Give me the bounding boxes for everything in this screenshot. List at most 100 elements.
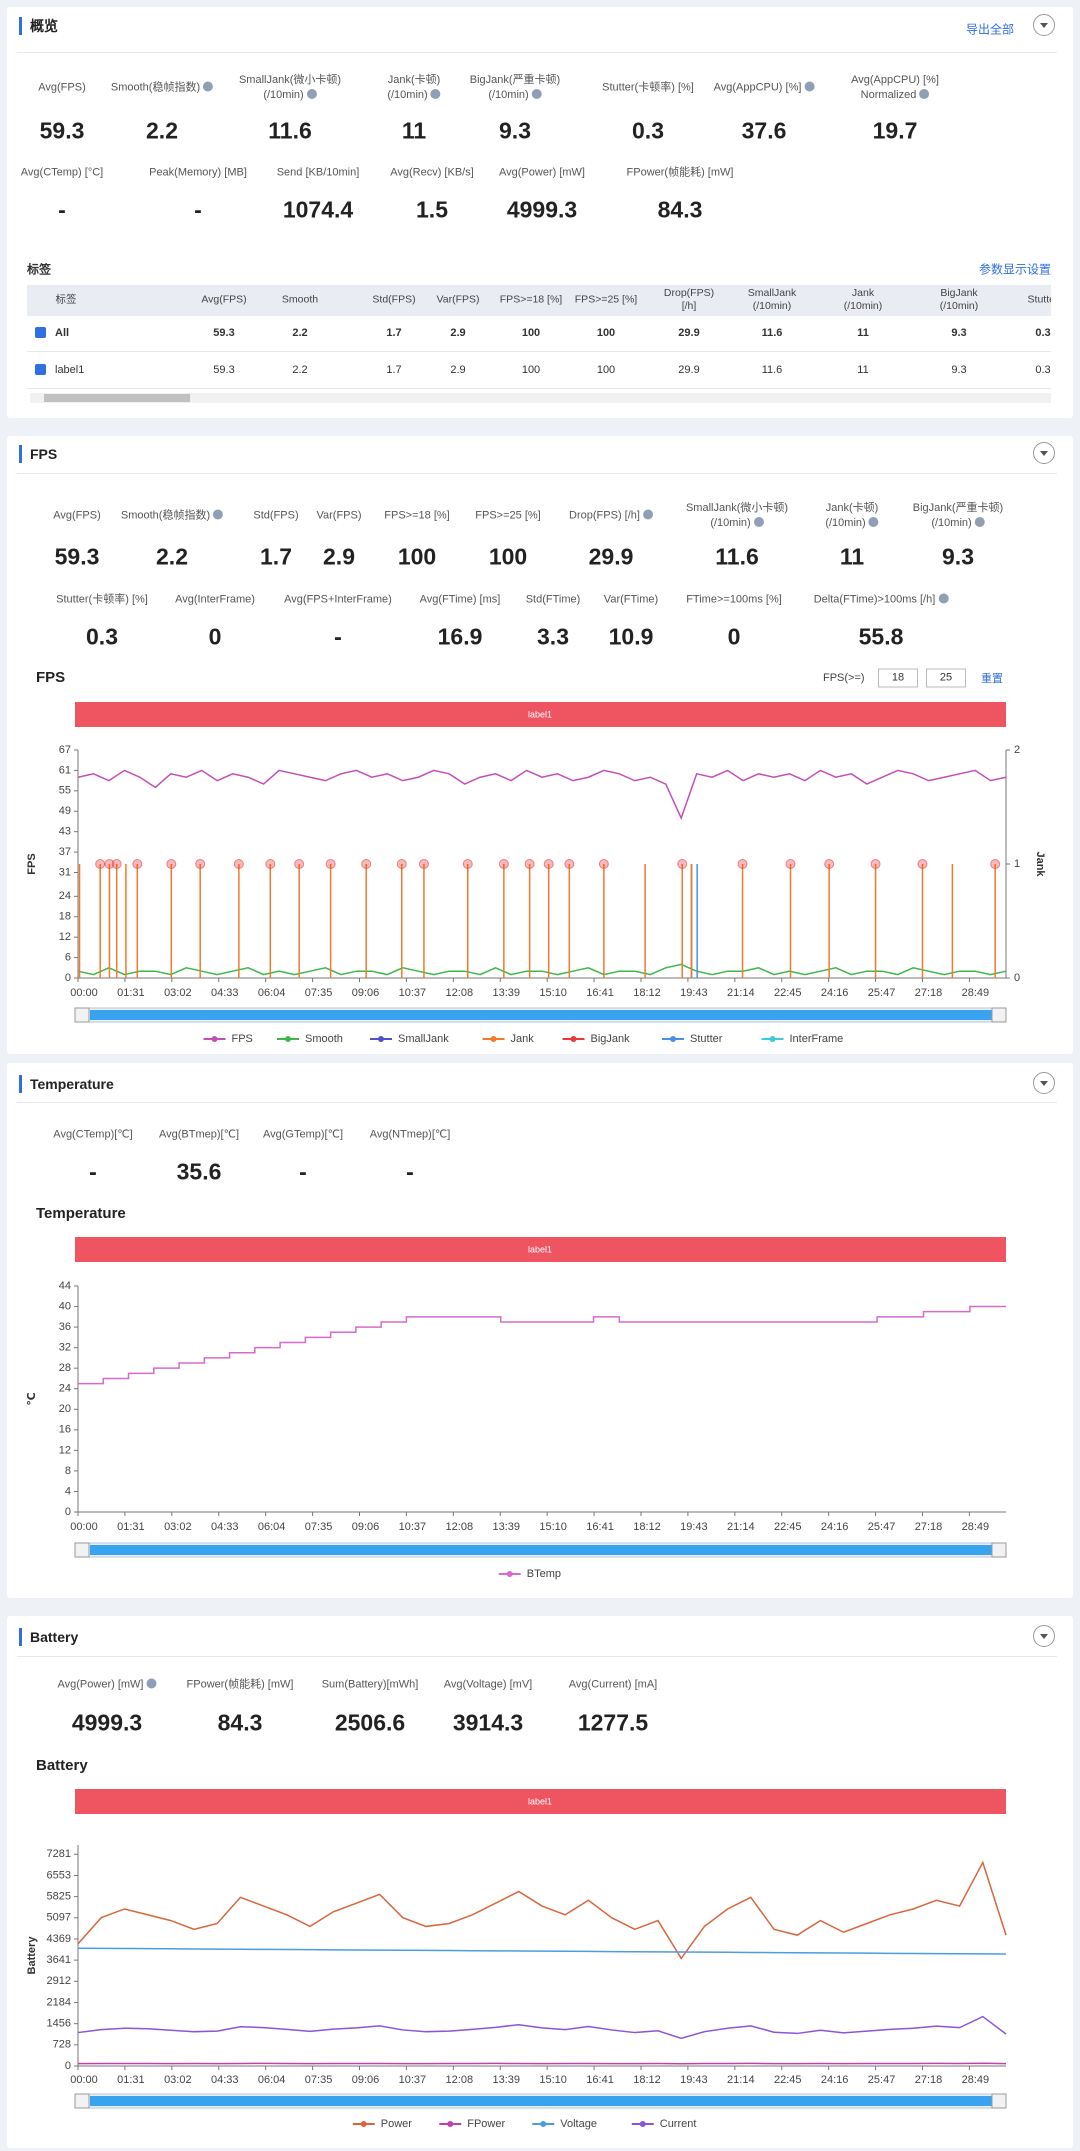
metric-label: Avg(BTmep)[℃]: [158, 1128, 240, 1141]
table-cell: 9.3: [951, 327, 967, 339]
metric-label: Send [KB/10min]: [276, 166, 360, 179]
metric-label: Jank(卡顿) (/10min): [387, 74, 441, 101]
table-cell: 0.3: [1035, 327, 1051, 339]
table-cell: 100: [521, 327, 541, 339]
collapse-button[interactable]: [1033, 1072, 1055, 1094]
metric-value: 0.3: [86, 623, 118, 650]
metric-value: 59.3: [39, 117, 85, 144]
metric-value: 1.7: [260, 543, 292, 570]
metric-value: 9.3: [499, 117, 531, 144]
help-icon[interactable]: [974, 517, 985, 527]
metric-label: Avg(Current) [mA]: [568, 1678, 658, 1691]
metric-label: Sum(Battery)[mWh]: [321, 1678, 419, 1691]
metric-label: Smooth(稳帧指数): [111, 81, 214, 96]
metric-label: Avg(Power) [mW]: [499, 166, 585, 179]
table-cell: 9.3: [951, 364, 967, 376]
metric-value: 9.3: [942, 543, 974, 570]
metric-value: 2.2: [156, 543, 188, 570]
metric-label: Avg(CTemp)[℃]: [53, 1128, 133, 1141]
metric-label: Avg(AppCPU) [%]: [714, 81, 815, 96]
metric-label: Avg(Power) [mW]: [58, 1678, 157, 1693]
metric-value: 4999.3: [71, 1709, 143, 1736]
table-cell: 59.3: [213, 364, 235, 376]
help-icon[interactable]: [146, 1678, 157, 1689]
metric-label: Peak(Memory) [MB]: [149, 166, 247, 179]
section-accent: [19, 1628, 22, 1646]
card: [7, 1616, 1073, 2148]
section-accent: [19, 1075, 22, 1093]
help-icon[interactable]: [938, 593, 949, 604]
metric-value: 19.7: [872, 117, 918, 144]
metric-label: BigJank(严重卡顿) (/10min): [912, 502, 1004, 529]
section-divider: [17, 52, 1057, 53]
help-icon[interactable]: [868, 517, 879, 527]
metric-label: Var(FPS): [316, 509, 362, 522]
collapse-button[interactable]: [1033, 442, 1055, 464]
help-icon[interactable]: [203, 81, 214, 92]
card: [7, 436, 1073, 1054]
settings-link[interactable]: 参数显示设置: [978, 262, 1051, 277]
row-checkbox[interactable]: [35, 364, 46, 375]
metric-value: 100: [397, 543, 437, 570]
metric-label: Avg(GTemp)[℃]: [262, 1128, 344, 1141]
help-icon[interactable]: [919, 89, 930, 99]
metric-label: FPower(帧能耗) [mW]: [626, 166, 734, 179]
collapse-button[interactable]: [1033, 14, 1055, 36]
metric-label: Stutter(卡顿率) [%]: [602, 81, 694, 94]
section-divider: [17, 1656, 1057, 1657]
threshold-input[interactable]: 25: [926, 668, 966, 688]
scrollbar-track: [30, 393, 1051, 403]
metric-value: 3.3: [537, 623, 569, 650]
table-cell: 2.9: [450, 364, 466, 376]
help-icon[interactable]: [804, 81, 815, 92]
table-header-cell: FPS>=18 [%]: [499, 293, 563, 306]
scrollbar-thumb[interactable]: [44, 394, 190, 402]
table-cell: 11: [857, 364, 869, 376]
table-header-cell: Var(FPS): [436, 293, 480, 306]
table-cell: 1.7: [386, 327, 402, 339]
metric-label: Avg(NTmep)[℃]: [369, 1128, 451, 1141]
metric-label: Avg(AppCPU) [%] Normalized: [851, 74, 939, 101]
section-title: FPS: [30, 446, 58, 462]
collapse-button[interactable]: [1033, 1625, 1055, 1647]
metric-value: 55.8: [858, 623, 904, 650]
section-title: Temperature: [30, 1076, 114, 1092]
metric-value: 1277.5: [577, 1709, 649, 1736]
metric-label: Smooth(稳帧指数): [121, 509, 224, 524]
metric-value: 100: [488, 543, 528, 570]
table-cell: 0.3: [1035, 364, 1051, 376]
section-title: 概览: [30, 18, 58, 34]
table-cell: 11.6: [761, 364, 783, 376]
metric-value: -: [299, 1158, 307, 1185]
threshold-input[interactable]: 18: [878, 668, 918, 688]
metric-label: Avg(Recv) [KB/s]: [390, 166, 474, 179]
table-header-cell: FPS>=25 [%]: [574, 293, 638, 306]
help-icon[interactable]: [213, 509, 224, 520]
metric-value: 84.3: [657, 196, 703, 223]
table-header-cell: 标签: [55, 293, 77, 306]
row-checkbox[interactable]: [35, 327, 46, 338]
help-icon[interactable]: [753, 517, 764, 527]
help-icon[interactable]: [430, 89, 441, 99]
table-header-cell: Drop(FPS) [/h]: [663, 287, 715, 312]
metric-label: Avg(FPS+InterFrame): [284, 593, 392, 606]
help-icon[interactable]: [642, 509, 653, 520]
metric-label: FPower(帧能耗) [mW]: [186, 1678, 294, 1691]
export-link[interactable]: 导出全部: [965, 22, 1015, 37]
table-cell: 1.7: [386, 364, 402, 376]
metric-label: Drop(FPS) [/h]: [569, 509, 653, 524]
table-cell: 11.6: [761, 327, 783, 339]
reset-link[interactable]: 重置: [981, 673, 1003, 685]
help-icon[interactable]: [531, 89, 542, 99]
metric-value: 0.3: [632, 117, 664, 144]
metric-value: 59.3: [54, 543, 100, 570]
table-cell: All: [55, 327, 70, 339]
table-cell: 2.2: [292, 327, 308, 339]
help-icon[interactable]: [306, 89, 317, 99]
section-divider: [17, 1102, 1057, 1103]
table-cell: 2.2: [292, 364, 308, 376]
metric-label: Jank(卡顿) (/10min): [825, 502, 879, 529]
metric-value: 4999.3: [506, 196, 578, 223]
table-header-cell: Stutter: [1027, 293, 1051, 306]
